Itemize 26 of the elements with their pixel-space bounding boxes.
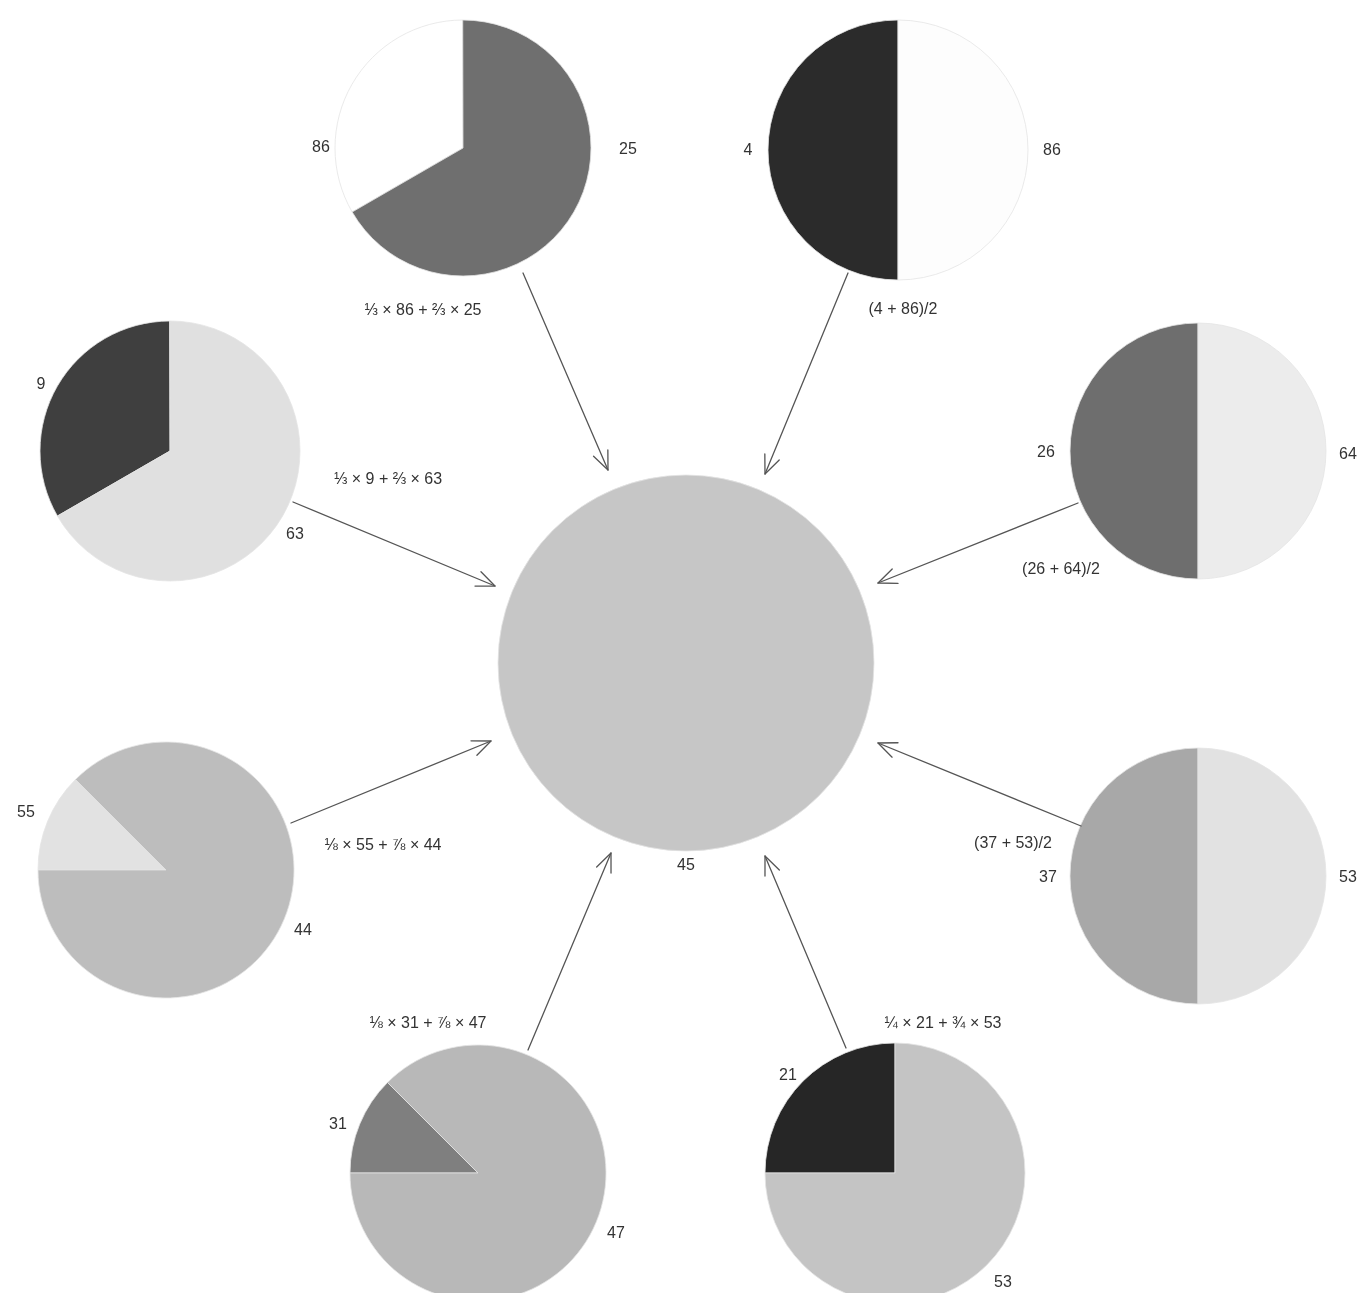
text: ⅓ × 86 + ⅔ × 25 xyxy=(364,301,482,319)
slice-label: 53 xyxy=(1339,868,1357,886)
slice-label: 31 xyxy=(329,1115,347,1133)
text: (26 + 64)/2 xyxy=(1022,560,1101,578)
slice-label: 26 xyxy=(1037,443,1055,461)
slice-label: 53 xyxy=(994,1273,1012,1291)
pie-slice xyxy=(37,741,295,999)
slice-label: 25 xyxy=(619,140,637,158)
slice-label: 44 xyxy=(294,921,312,939)
slice-label: 86 xyxy=(1043,141,1061,159)
slice-label: 63 xyxy=(286,525,304,543)
slice-label: 86 xyxy=(312,138,330,156)
text: (4 + 86)/2 xyxy=(868,300,938,318)
text: ¼ × 21 + ¾ × 53 xyxy=(884,1014,1002,1032)
text: (37 + 53)/2 xyxy=(974,834,1053,852)
slice-label: 4 xyxy=(743,141,753,159)
slice-label: 9 xyxy=(36,375,46,393)
slice-label: 64 xyxy=(1339,445,1357,463)
slice-label: 45 xyxy=(677,856,695,874)
slice-label: 47 xyxy=(607,1224,625,1242)
text: ⅛ × 31 + ⅞ × 47 xyxy=(369,1014,487,1032)
text: ⅛ × 55 + ⅞ × 44 xyxy=(324,836,442,854)
text: ⅓ × 9 + ⅔ × 63 xyxy=(333,470,443,488)
slice-label: 37 xyxy=(1039,868,1057,886)
slice-label: 21 xyxy=(779,1066,797,1084)
slice-label: 55 xyxy=(17,803,35,821)
